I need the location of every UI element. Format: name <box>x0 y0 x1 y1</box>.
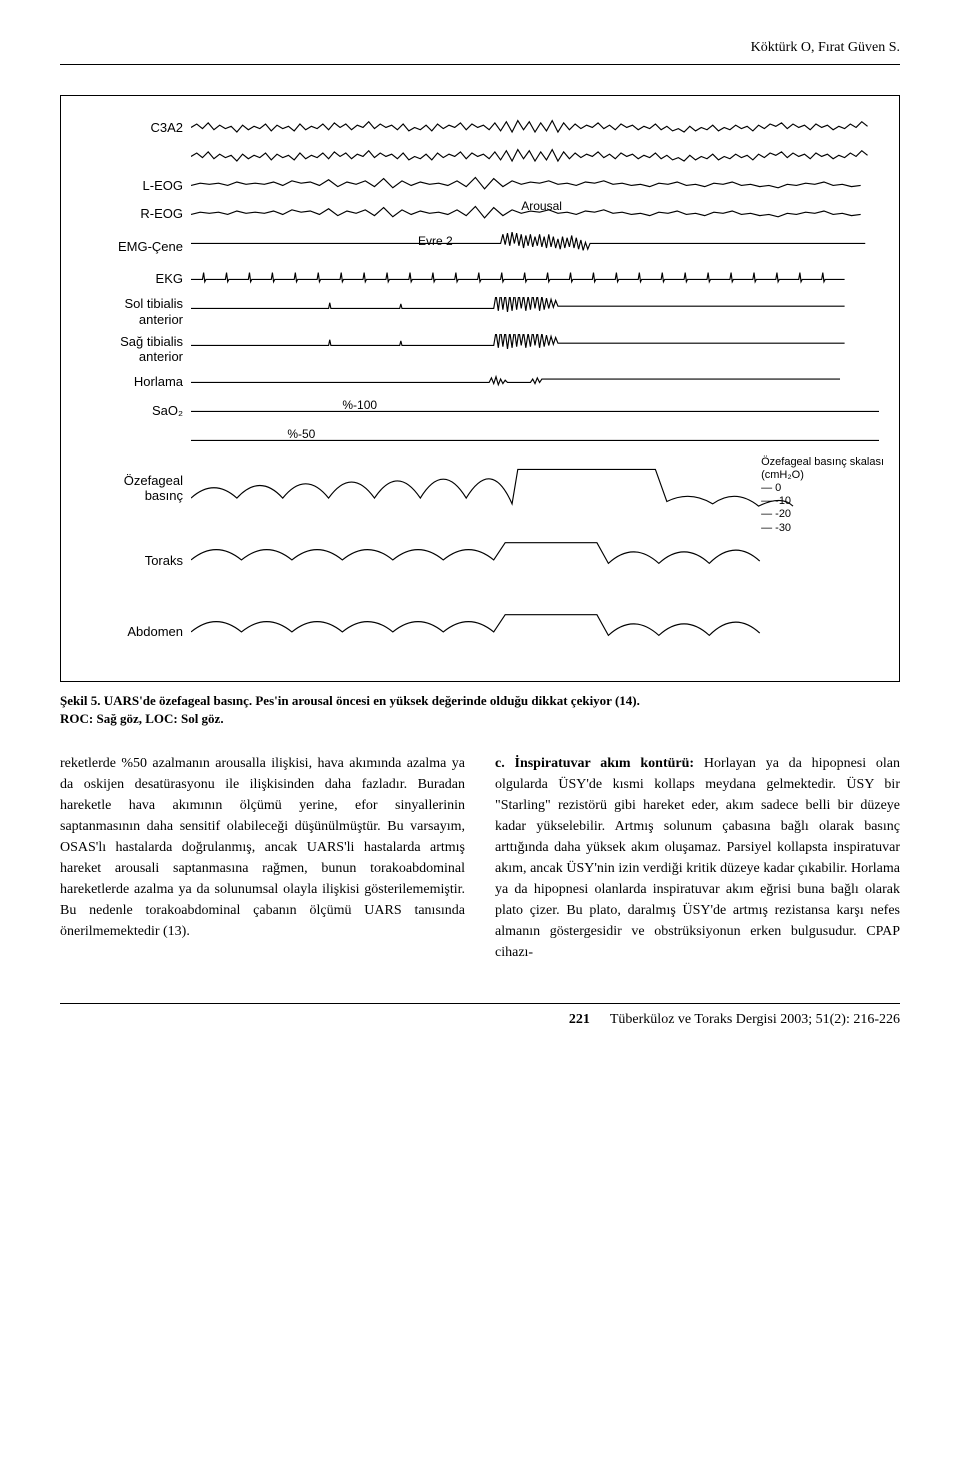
body-columns: reketlerde %50 azalmanın arousalla ilişk… <box>60 753 900 963</box>
sao2-50-label: %-50 <box>287 427 315 441</box>
figure-caption: Şekil 5. UARS'de özefageal basınç. Pes'i… <box>60 692 900 728</box>
psg-channel-label: R-EOG <box>71 206 191 222</box>
evre2-label: Evre 2 <box>418 234 453 248</box>
body-col2-bold: c. İnspiratuvar akım kontürü: <box>495 756 704 771</box>
psg-trace <box>191 371 879 394</box>
psg-spacer <box>71 517 879 537</box>
psg-trace: Evre 2 <box>191 232 879 262</box>
psg-row: Sol tibialisanterior <box>71 296 879 327</box>
psg-row: ÖzefagealbasınçÖzefageal basınç skalası(… <box>71 466 879 512</box>
psg-row: Horlama <box>71 371 879 394</box>
psg-row: Abdomen <box>71 609 879 655</box>
caption-line2: ROC: Sağ göz, LOC: Sol göz. <box>60 711 224 726</box>
psg-trace: Arousal <box>191 203 879 226</box>
psg-row: SaO₂ %-100 <box>71 400 879 423</box>
running-head-text: Köktürk O, Fırat Güven S. <box>751 40 900 55</box>
psg-trace: Özefageal basınç skalası(cmH₂O)— 0— -10—… <box>191 466 879 512</box>
psg-channel-label: Sağ tibialisanterior <box>71 334 191 365</box>
psg-row: EMG-Çene Evre 2 <box>71 232 879 262</box>
psg-trace <box>191 297 879 327</box>
arousal-label: Arousal <box>521 199 562 213</box>
psg-channel-label: Sol tibialisanterior <box>71 296 191 327</box>
psg-channel-label: SaO₂ <box>71 403 191 419</box>
body-para-right: c. İnspiratuvar akım kontürü: Horlayan y… <box>495 753 900 963</box>
psg-trace <box>191 537 879 583</box>
psg-row: %-50 <box>71 429 879 452</box>
psg-row: C3A2 <box>71 116 879 139</box>
psg-channels-container: C3A2L-EOGR-EOGArousalEMG-ÇeneEvre 2EKGSo… <box>71 116 879 655</box>
psg-row: EKG <box>71 268 879 291</box>
psg-trace <box>191 174 879 197</box>
sao2-100-label: %-100 <box>342 398 377 412</box>
journal-info: Tüberküloz ve Toraks Dergisi 2003; 51(2)… <box>610 1012 900 1028</box>
psg-channel-label: EMG-Çene <box>71 239 191 255</box>
psg-row: Toraks <box>71 537 879 583</box>
page-number: 221 <box>569 1012 590 1028</box>
psg-row: L-EOG <box>71 174 879 197</box>
caption-line1: Şekil 5. UARS'de özefageal basınç. Pes'i… <box>60 693 640 708</box>
psg-trace: %-100 <box>191 400 879 423</box>
page-footer: 221 Tüberküloz ve Toraks Dergisi 2003; 5… <box>60 1003 900 1028</box>
body-col2-text: Horlayan ya da hipopnesi olan olgularda … <box>495 756 900 960</box>
psg-trace: %-50 <box>191 429 879 452</box>
psg-channel-label: C3A2 <box>71 120 191 136</box>
psg-channel-label: Horlama <box>71 374 191 390</box>
psg-channel-label: Toraks <box>71 553 191 569</box>
psg-trace <box>191 145 879 168</box>
psg-row: Sağ tibialisanterior <box>71 334 879 365</box>
psg-row: R-EOGArousal <box>71 203 879 226</box>
body-para-left: reketlerde %50 azalmanın arousalla ilişk… <box>60 753 465 942</box>
psg-channel-label: Özefagealbasınç <box>71 473 191 504</box>
running-head: Köktürk O, Fırat Güven S. <box>60 40 900 65</box>
psg-channel-label: Abdomen <box>71 624 191 640</box>
psg-trace <box>191 334 879 364</box>
psg-trace <box>191 268 879 291</box>
psg-spacer <box>71 589 879 609</box>
psg-trace <box>191 116 879 139</box>
psg-trace <box>191 609 879 655</box>
psg-spacer <box>71 458 879 466</box>
body-col-right: c. İnspiratuvar akım kontürü: Horlayan y… <box>495 753 900 963</box>
psg-figure-box: C3A2L-EOGR-EOGArousalEMG-ÇeneEvre 2EKGSo… <box>60 95 900 682</box>
psg-row <box>71 145 879 168</box>
pes-scale: Özefageal basınç skalası(cmH₂O)— 0— -10—… <box>761 456 884 535</box>
psg-channel-label: L-EOG <box>71 178 191 194</box>
psg-channel-label: EKG <box>71 271 191 287</box>
body-col-left: reketlerde %50 azalmanın arousalla ilişk… <box>60 753 465 963</box>
